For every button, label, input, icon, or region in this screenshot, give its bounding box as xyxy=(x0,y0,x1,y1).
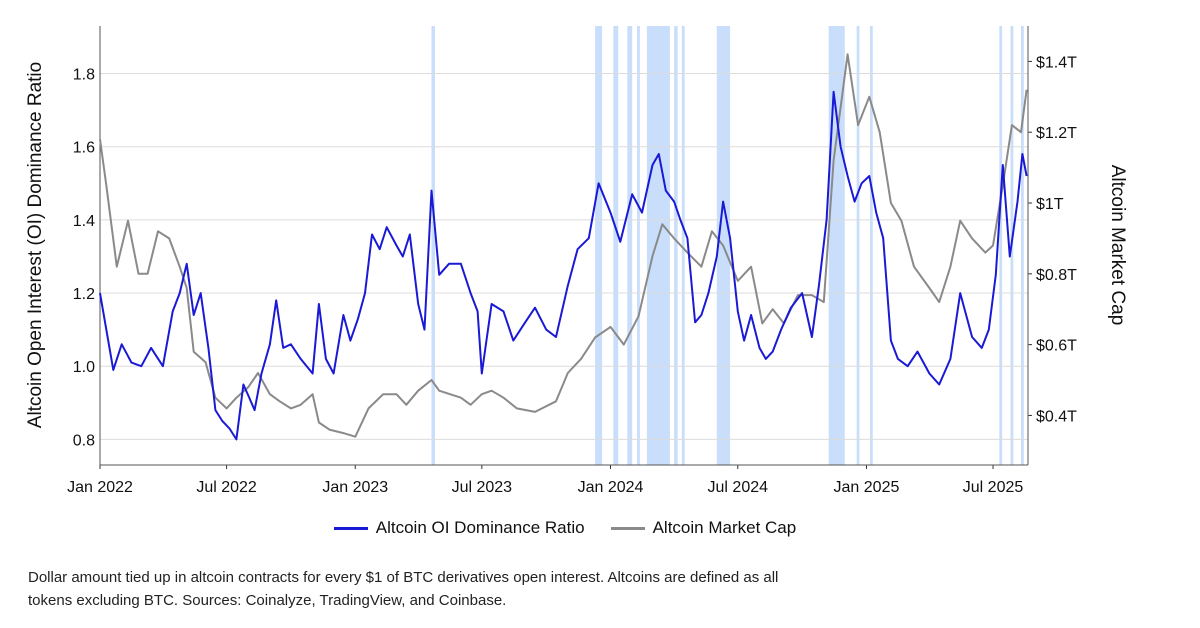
highlight-bands xyxy=(431,26,1024,465)
caption-line-1: Dollar amount tied up in altcoin contrac… xyxy=(28,569,779,586)
chart-caption: Dollar amount tied up in altcoin contrac… xyxy=(28,566,928,612)
x-tick-label-1: Jul 2022 xyxy=(196,479,257,496)
tick-labels: 0.8 1.0 1.2 1.4 1.6 1.8 $0.4T $0.6T $0.8T $1T $1.2… xyxy=(67,54,1077,496)
legend-label-oi-ratio: Altcoin OI Dominance Ratio xyxy=(375,518,585,537)
legend-swatch-market-cap xyxy=(610,526,645,530)
highlight-band-14 xyxy=(1021,26,1024,465)
series-line-oi-ratio xyxy=(99,90,1028,441)
x-tick-label-4: Jan 2024 xyxy=(578,479,644,496)
y-tick-label-2: 1.2 xyxy=(73,286,95,303)
highlight-band-10 xyxy=(856,26,860,465)
highlight-band-9 xyxy=(828,26,845,465)
y-tick-label-0: 0.8 xyxy=(73,432,95,449)
legend-label-market-cap: Altcoin Market Cap xyxy=(652,518,797,537)
x-tick-label-0: Jan 2022 xyxy=(67,479,133,496)
y-tick-label-5: 1.8 xyxy=(73,67,95,84)
x-tick-label-3: Jul 2023 xyxy=(452,479,513,496)
y-tick-label-1: 1.0 xyxy=(73,359,95,376)
highlight-band-7 xyxy=(681,26,685,465)
highlight-band-11 xyxy=(869,26,873,465)
y-axis-label: Altcoin Open Interest (OI) Dominance Rat… xyxy=(25,62,46,428)
y-tick-label-4: 1.6 xyxy=(73,140,95,157)
x-tick-label-2: Jan 2023 xyxy=(322,479,388,496)
y2-tick-label-3: $1T xyxy=(1036,196,1064,213)
highlight-band-4 xyxy=(637,26,640,465)
y2-tick-label-5: $1.4T xyxy=(1036,54,1077,71)
x-tick-label-7: Jul 2025 xyxy=(963,479,1024,496)
dual-axis-line-chart: 0.8 1.0 1.2 1.4 1.6 1.8 $0.4T $0.6T $0.8T $1T $1.2… xyxy=(25,26,1128,496)
legend-item-oi-ratio: Altcoin OI Dominance Ratio xyxy=(333,518,585,538)
x-tick-label-5: Jul 2024 xyxy=(708,479,769,496)
caption-line-2: tokens excluding BTC. Sources: Coinalyze… xyxy=(28,592,507,609)
y-tick-label-3: 1.4 xyxy=(73,213,95,230)
highlight-band-2 xyxy=(613,26,619,465)
gridlines xyxy=(100,73,1028,440)
series-lines xyxy=(99,53,1028,441)
y2-tick-label-1: $0.6T xyxy=(1036,338,1077,355)
legend-item-market-cap: Altcoin Market Cap xyxy=(610,518,797,538)
highlight-band-3 xyxy=(627,26,633,465)
legend-swatch-oi-ratio xyxy=(333,526,368,530)
y2-axis-label: Altcoin Market Cap xyxy=(1107,165,1128,326)
highlight-band-6 xyxy=(674,26,678,465)
y2-tick-label-2: $0.8T xyxy=(1036,267,1077,284)
highlight-band-5 xyxy=(646,26,670,465)
highlight-band-0 xyxy=(431,26,435,465)
series-line-market-cap xyxy=(99,53,1028,438)
x-tick-label-6: Jan 2025 xyxy=(834,479,900,496)
legend: Altcoin OI Dominance Ratio Altcoin Marke… xyxy=(0,518,1130,538)
highlight-band-1 xyxy=(595,26,603,465)
axes xyxy=(99,26,1032,469)
highlight-band-12 xyxy=(999,26,1003,465)
y2-tick-label-0: $0.4T xyxy=(1036,408,1077,425)
y2-tick-label-4: $1.2T xyxy=(1036,125,1077,142)
